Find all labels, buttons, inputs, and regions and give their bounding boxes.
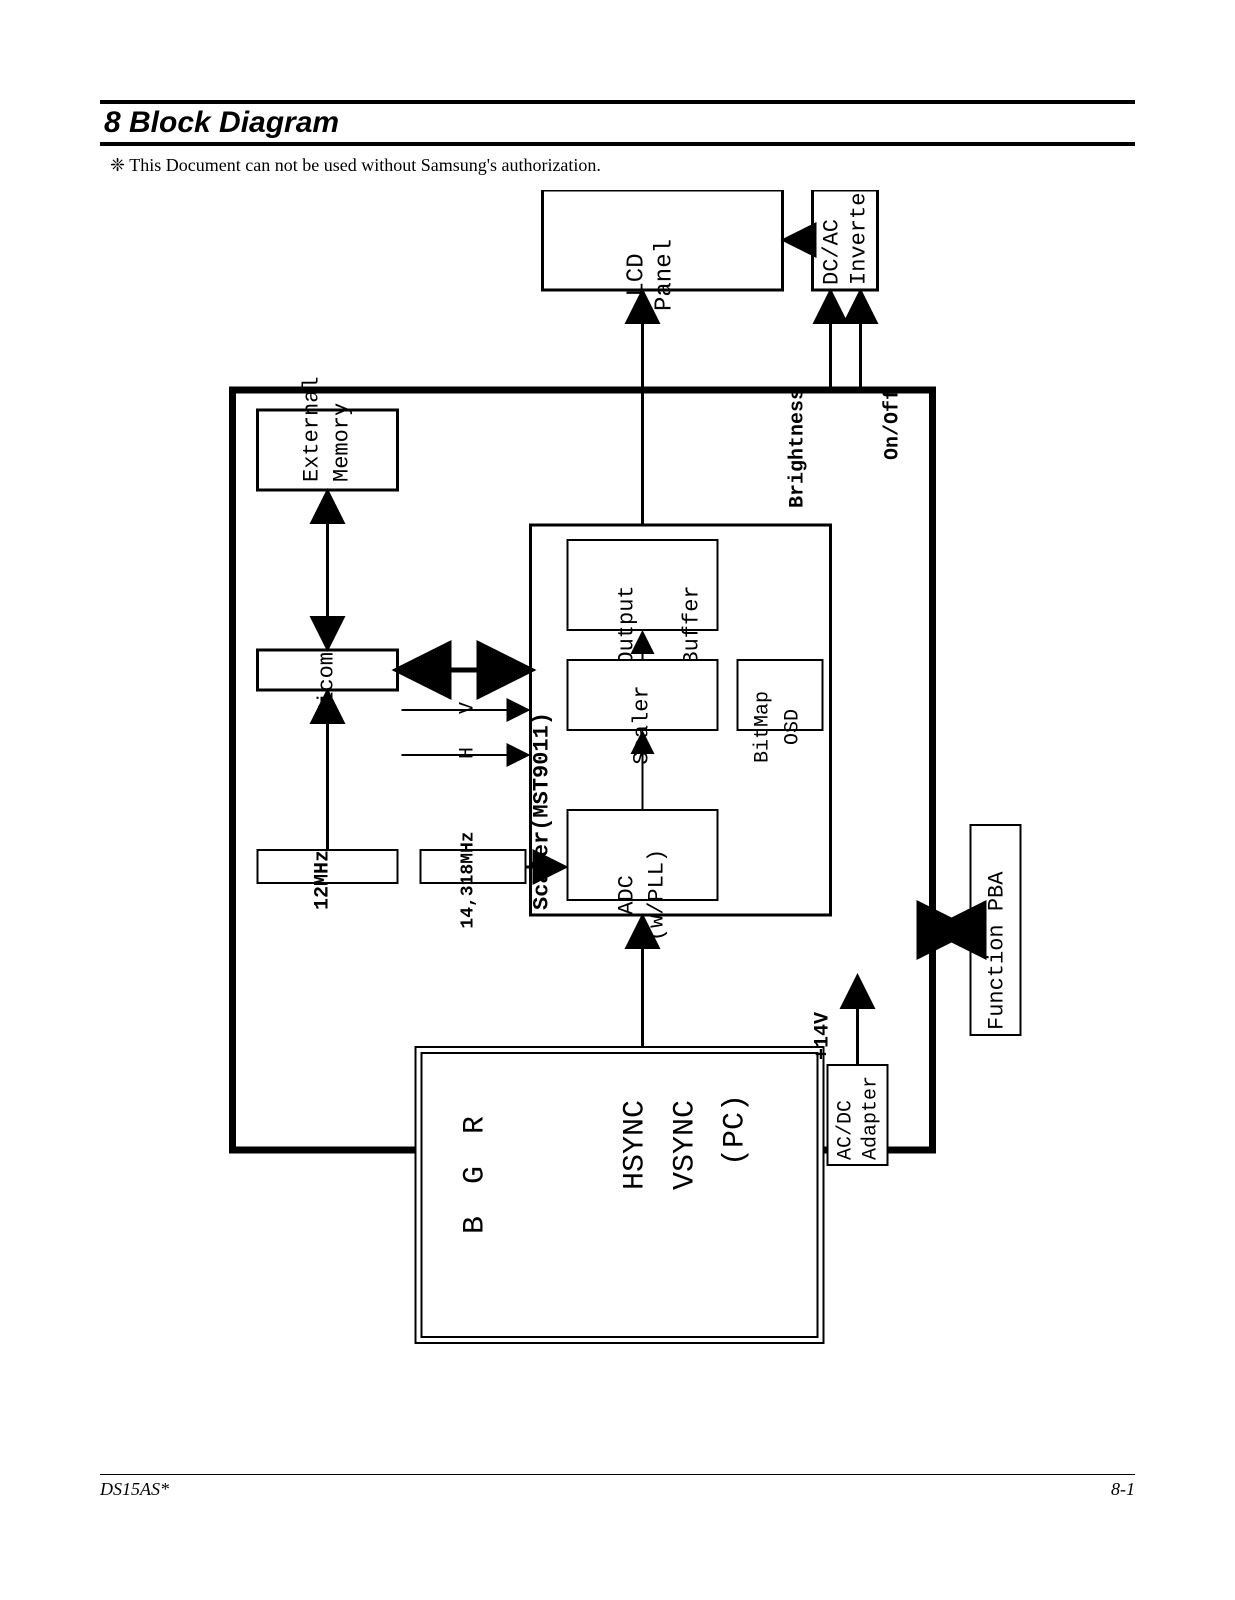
brightness-label: Brightness — [787, 388, 810, 508]
section-title: 8 Block Diagram — [100, 106, 1135, 140]
g-label: G — [459, 1166, 493, 1184]
scaler-mst-label: Scaler(MST9011) — [530, 712, 555, 910]
v-label: V — [457, 702, 480, 714]
clk12-label: 12MHz — [312, 850, 335, 910]
clk14-label: 14,318MHz — [459, 831, 479, 928]
lcd-panel-label2: Panel — [652, 239, 679, 311]
footer-right: 8-1 — [1111, 1475, 1135, 1500]
bitmap-label2: OSD — [782, 709, 805, 745]
extmem-label1: External — [300, 376, 325, 482]
dcac-label2: Inverter — [847, 190, 872, 285]
plus14v-label: +14V — [812, 1012, 835, 1060]
b-label: B — [459, 1216, 493, 1234]
pc-label: (PC) — [719, 1094, 753, 1166]
onoff-label: On/Off — [882, 388, 905, 460]
function-pba-label: Function PBA — [985, 871, 1010, 1030]
r-label: R — [459, 1116, 493, 1134]
bitmap-label1: BitMap — [752, 691, 775, 763]
adc-label1: ADC — [615, 875, 640, 915]
authorization-note: ❈ This Document can not be used without … — [110, 155, 601, 176]
acdc-label1: AC/DC — [835, 1100, 858, 1160]
external-memory-block — [258, 410, 398, 490]
extmem-label2: Memory — [330, 403, 355, 482]
outbuf-label1: Output — [615, 585, 640, 664]
acdc-label2: Adapter — [860, 1076, 883, 1160]
adc-block — [568, 810, 718, 900]
vsync-label: VSYNC — [669, 1100, 703, 1190]
hsync-label: HSYNC — [619, 1100, 653, 1190]
h-label: H — [457, 747, 480, 759]
adc-label2: (w/PLL) — [645, 849, 670, 941]
outbuf-label2: Buffer — [680, 585, 705, 664]
bitmap-osd-block — [738, 660, 823, 730]
dcac-label1: DC/AC — [820, 219, 845, 285]
lcd-panel-label1: LCD — [624, 253, 651, 296]
block-diagram: LCD Panel DC/AC Inverter External Memory — [100, 190, 1135, 1440]
footer-left: DS15AS* — [100, 1474, 1135, 1500]
section-title-bar: 8 Block Diagram — [100, 100, 1135, 146]
pc-block-outer — [416, 1047, 824, 1343]
